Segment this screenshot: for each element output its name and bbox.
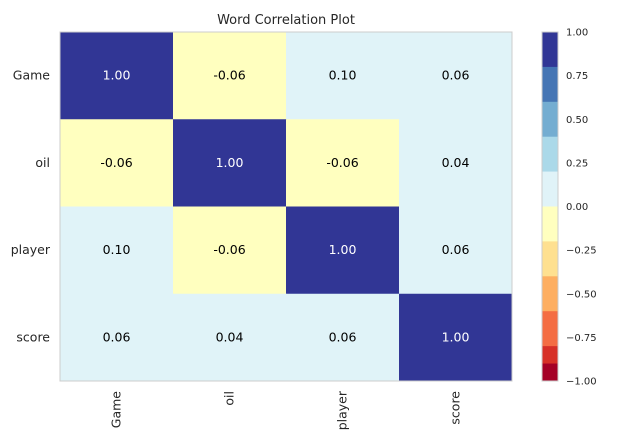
colorbar-tick-label: 0.50 [566, 115, 588, 126]
y-tick-label: player [11, 242, 51, 257]
cell-value-label: 0.04 [216, 329, 244, 344]
x-tick-label: Game [109, 391, 124, 429]
heatmap-cell [399, 206, 513, 295]
colorbar-tick-label: 0.75 [566, 71, 588, 82]
cell-value-label: 0.04 [442, 155, 470, 170]
colorbar-tick-label: −0.50 [566, 289, 597, 300]
cell-value-label: 1.00 [329, 242, 357, 257]
cell-value-label: 0.06 [103, 329, 131, 344]
heatmap-cell [399, 32, 513, 120]
colorbar-segment [542, 363, 558, 381]
heatmap-cell [286, 32, 400, 120]
cell-value-label: 0.10 [103, 242, 131, 257]
cell-value-label: -0.06 [100, 155, 132, 170]
colorbar-segment [542, 136, 558, 172]
heatmap-cell [60, 32, 174, 120]
heatmap-cell [60, 293, 174, 382]
plot-frame [59, 31, 513, 382]
colorbar-segment [542, 241, 558, 277]
cell-value-label: 1.00 [103, 68, 131, 83]
y-tick-labels: Game oil player score [11, 68, 51, 345]
cell-value-label: 0.10 [329, 68, 357, 83]
cell-value-label: 0.06 [442, 242, 470, 257]
x-tick-labels: Game oil player score [109, 390, 463, 430]
heatmap-cell [173, 206, 287, 295]
x-tick-label: player [335, 390, 350, 430]
chart-title: Word Correlation Plot [217, 13, 355, 28]
colorbar-segment [542, 66, 558, 103]
colorbar-tick-label: −0.75 [566, 333, 597, 344]
colorbar-tick-label: 0.00 [566, 202, 588, 213]
colorbar-tick-label: 0.25 [566, 158, 588, 169]
cell-value-label: -0.06 [326, 155, 358, 170]
colorbar-tick-label: −1.00 [566, 377, 597, 388]
colorbar-segment [542, 276, 558, 312]
x-tick-label: score [448, 391, 463, 425]
heatmap-cell [399, 293, 513, 382]
cell-value-label: 0.06 [442, 68, 470, 83]
heatmap-cell [173, 293, 287, 382]
cell-value-label: 0.06 [329, 329, 357, 344]
heatmap-cell [286, 206, 400, 295]
heatmap-cells: 1.00 -0.06 0.10 0.06 -0.06 1.00 -0.06 0.04 0.10 -… [60, 32, 513, 382]
y-tick-label: Game [13, 68, 51, 83]
colorbar: 1.00 0.75 0.50 0.25 0.00 −0.25 −0.50 −0.75 −1.00 [541, 28, 597, 388]
heatmap-cell [286, 293, 400, 382]
colorbar-segment [542, 32, 558, 68]
cell-value-label: 1.00 [216, 155, 244, 170]
heatmap-cell [173, 32, 287, 120]
cell-value-label: 1.00 [442, 329, 470, 344]
cell-value-label: -0.06 [213, 68, 245, 83]
colorbar-tick-label: 1.00 [566, 28, 588, 39]
colorbar-frame [541, 31, 559, 382]
y-tick-label: oil [35, 155, 50, 170]
cell-value-label: -0.06 [213, 242, 245, 257]
y-tick-label: score [16, 329, 50, 344]
heatmap-cell [60, 119, 174, 207]
heatmap-cell [399, 119, 513, 207]
colorbar-segment [542, 206, 558, 242]
x-tick-label: oil [222, 391, 237, 406]
colorbar-segment [542, 311, 558, 347]
colorbar-segment [542, 171, 558, 207]
colorbar-segment [542, 101, 558, 137]
heatmap-cell [286, 119, 400, 207]
colorbar-tick-label: −0.25 [566, 246, 597, 257]
heatmap-cell [60, 206, 174, 295]
heatmap-cell [173, 119, 287, 207]
